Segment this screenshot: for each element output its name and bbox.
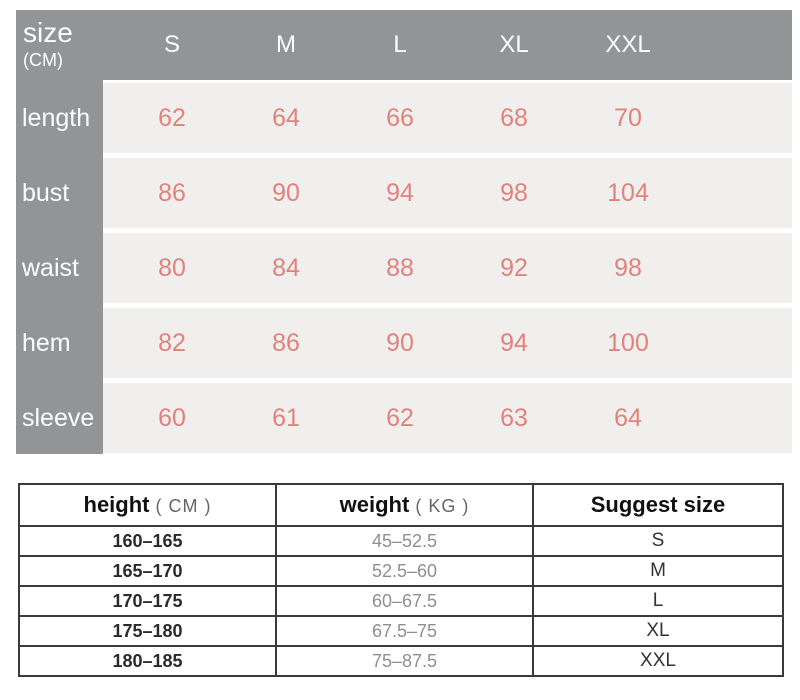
suggest-row: 170–175 60–67.5 L xyxy=(18,585,784,617)
measurement-value: 98 xyxy=(614,253,642,282)
suggest-cell: 175–180 xyxy=(18,615,277,647)
measurement-value: 88 xyxy=(386,253,414,282)
suggest-column-unit: ( CM ) xyxy=(149,496,212,516)
measurement-value: 94 xyxy=(386,178,414,207)
measurement-value: 62 xyxy=(386,403,414,432)
size-column-header: XXL xyxy=(605,31,651,58)
corner-unit: (CM) xyxy=(23,50,63,71)
measurement-row: sleeve 60 61 62 63 64 xyxy=(22,383,792,453)
measurement-row-label: sleeve xyxy=(22,403,95,432)
measurement-value: 61 xyxy=(272,403,300,432)
suggest-column-header: Suggest size xyxy=(532,483,784,527)
suggest-cell: 67.5–75 xyxy=(275,615,534,647)
size-column-header: S xyxy=(163,31,180,58)
suggest-column-title: height xyxy=(83,492,150,517)
suggest-cell: L xyxy=(532,585,784,617)
suggest-column-title: weight xyxy=(339,492,410,517)
suggest-cell: XXL xyxy=(532,645,784,677)
suggest-body: 160–165 45–52.5 S 165–170 52.5–60 M 170–175 60–… xyxy=(18,525,784,677)
suggest-row: 165–170 52.5–60 M xyxy=(18,555,784,587)
size-column-header: M xyxy=(276,31,296,58)
measurement-value: 98 xyxy=(500,178,528,207)
suggest-row: 180–185 75–87.5 XXL xyxy=(18,645,784,677)
measurement-value: 84 xyxy=(272,253,300,282)
suggest-cell: 75–87.5 xyxy=(275,645,534,677)
measurement-value: 82 xyxy=(158,328,186,357)
measurement-value: 63 xyxy=(500,403,528,432)
measurement-row: hem 82 86 90 94 100 xyxy=(22,308,792,378)
suggest-column-unit: ( KG ) xyxy=(409,496,470,516)
measurement-value: 62 xyxy=(158,103,186,132)
suggest-cell: XL xyxy=(532,615,784,647)
measurement-value: 92 xyxy=(500,253,528,282)
suggest-row: 175–180 67.5–75 XL xyxy=(18,615,784,647)
measurement-value: 86 xyxy=(272,328,300,357)
measurement-row: waist 80 84 88 92 98 xyxy=(22,233,792,303)
measurement-row: length 62 64 66 68 70 xyxy=(22,83,792,153)
suggest-cell: 165–170 xyxy=(18,555,277,587)
measurement-value: 60 xyxy=(158,403,186,432)
measurement-value: 70 xyxy=(614,103,642,132)
suggest-cell: 180–185 xyxy=(18,645,277,677)
suggest-row: 160–165 45–52.5 S xyxy=(18,525,784,557)
measurement-corner-cell: size (CM) xyxy=(16,10,103,80)
measurement-value: 104 xyxy=(607,178,649,207)
measurement-value: 90 xyxy=(386,328,414,357)
suggest-header-row: height ( CM ) weight ( KG ) Suggest size xyxy=(18,483,784,527)
measurement-rows: length 62 64 66 68 70 bust 86 90 94 98 104 waist 80 84… xyxy=(22,83,792,453)
suggest-size-table: height ( CM ) weight ( KG ) Suggest size 1… xyxy=(18,483,784,677)
measurement-header: size (CM) S M L XL XXL xyxy=(16,10,792,80)
measurement-row-label: length xyxy=(22,103,91,132)
measurement-value: 86 xyxy=(158,178,186,207)
measurement-value: 94 xyxy=(500,328,528,357)
suggest-cell: M xyxy=(532,555,784,587)
measurement-value: 66 xyxy=(386,103,414,132)
measurement-row-label: hem xyxy=(22,328,71,357)
measurement-table: size (CM) S M L XL XXL length 62 64 66 68 70 bust 8… xyxy=(16,10,792,454)
suggest-cell: S xyxy=(532,525,784,557)
suggest-cell: 60–67.5 xyxy=(275,585,534,617)
measurement-value: 100 xyxy=(607,328,649,357)
measurement-row: bust 86 90 94 98 104 xyxy=(22,158,792,228)
suggest-cell: 45–52.5 xyxy=(275,525,534,557)
suggest-cell: 52.5–60 xyxy=(275,555,534,587)
measurement-label-column xyxy=(16,10,103,454)
measurement-value: 80 xyxy=(158,253,186,282)
suggest-column-header: height ( CM ) xyxy=(18,483,277,527)
measurement-value: 64 xyxy=(614,403,642,432)
measurement-value: 68 xyxy=(500,103,528,132)
measurement-row-label: waist xyxy=(22,253,79,282)
measurement-size-columns: S M L XL XXL xyxy=(115,10,685,80)
size-column-header: XL xyxy=(499,31,529,58)
suggest-column-title: Suggest size xyxy=(590,492,726,517)
measurement-value: 64 xyxy=(272,103,300,132)
measurement-row-label: bust xyxy=(22,178,70,207)
suggest-cell: 170–175 xyxy=(18,585,277,617)
measurement-value: 90 xyxy=(272,178,300,207)
suggest-cell: 160–165 xyxy=(18,525,277,557)
corner-title: size xyxy=(23,17,73,48)
size-column-header: L xyxy=(393,31,407,58)
suggest-column-header: weight ( KG ) xyxy=(275,483,534,527)
